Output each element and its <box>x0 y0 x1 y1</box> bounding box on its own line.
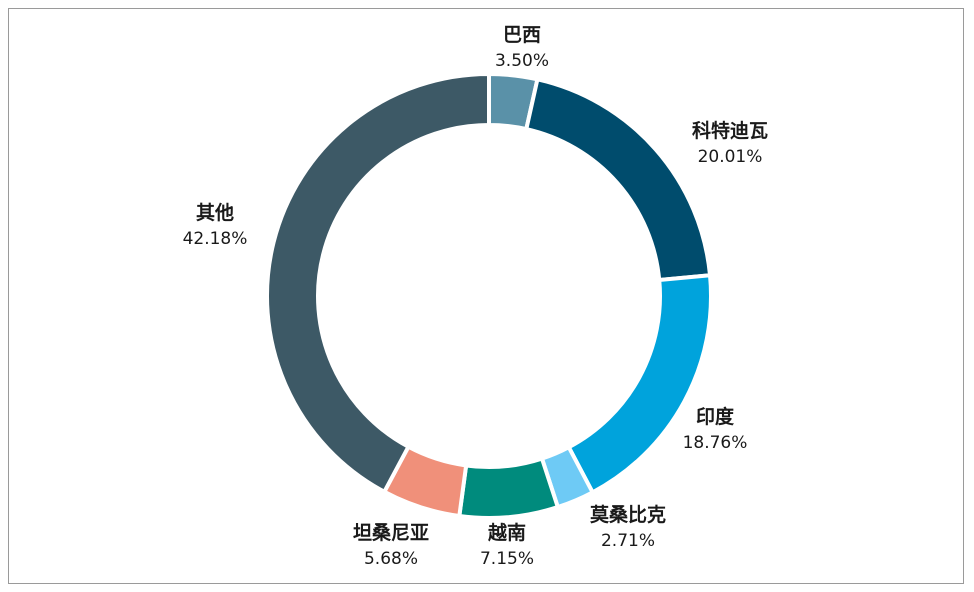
slice-label-value: 7.15% <box>479 549 534 569</box>
slice-cote-divoire <box>523 76 713 283</box>
slice-label-value: 20.01% <box>697 147 763 167</box>
slice-other <box>265 71 491 495</box>
slice-label-name: 越南 <box>487 522 526 544</box>
slice-label-name: 巴西 <box>502 24 541 46</box>
slice-label-value: 5.68% <box>363 549 418 569</box>
slice-label-value: 3.50% <box>494 51 549 71</box>
slice-label-name: 其他 <box>195 202 234 224</box>
slice-label-brazil: 巴西 3.50% <box>477 22 567 74</box>
slice-label-name: 科特迪瓦 <box>691 120 768 142</box>
slice-label-cote-divoire: 科特迪瓦 20.01% <box>670 118 790 170</box>
slice-label-value: 2.71% <box>600 531 655 551</box>
slice-india <box>566 273 713 496</box>
slice-label-value: 18.76% <box>682 433 748 453</box>
slice-label-tanzania: 坦桑尼亚 5.68% <box>326 520 456 572</box>
slice-vietnam <box>457 456 561 520</box>
slice-label-mozambique: 莫桑比克 2.71% <box>568 502 688 554</box>
slice-label-vietnam: 越南 7.15% <box>457 520 557 572</box>
slice-label-value: 42.18% <box>182 229 248 249</box>
slice-label-name: 莫桑比克 <box>589 504 666 526</box>
slice-label-other: 其他 42.18% <box>165 200 265 252</box>
slice-label-india: 印度 18.76% <box>665 404 765 456</box>
slice-label-name: 印度 <box>695 406 734 428</box>
slice-label-name: 坦桑尼亚 <box>352 522 429 544</box>
